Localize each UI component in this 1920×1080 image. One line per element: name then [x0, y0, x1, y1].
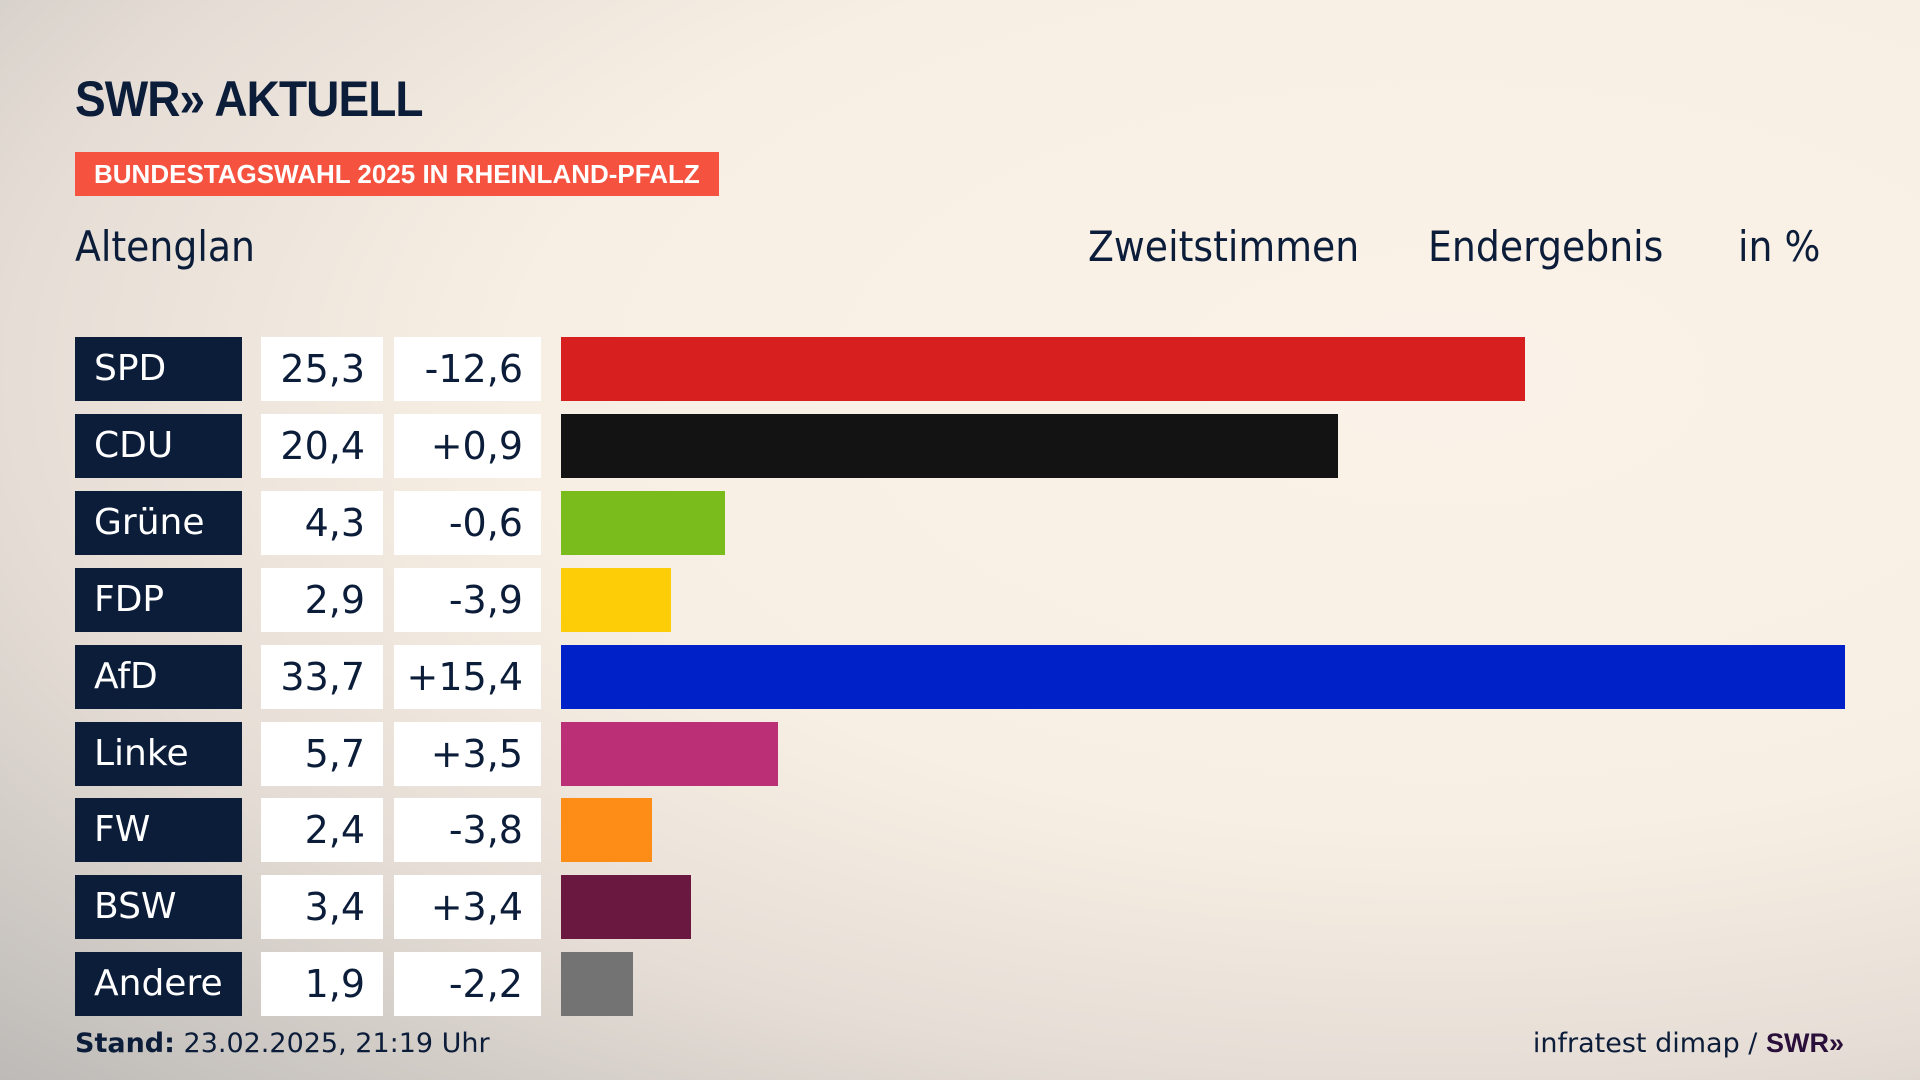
- vote-type-label: Zweitstimmen: [1088, 222, 1360, 271]
- party-value: 5,7: [261, 721, 383, 786]
- swr-logo: SWR»: [1765, 1028, 1844, 1058]
- source: infratest dimap / SWR»: [1533, 1028, 1844, 1059]
- party-bar: [561, 952, 634, 1017]
- source-text: infratest dimap /: [1532, 1028, 1766, 1059]
- party-value: 2,9: [261, 567, 383, 632]
- party-diff: +3,4: [394, 875, 541, 940]
- party-bar: [561, 337, 1525, 401]
- timestamp: Stand: 23.02.2025, 21:19 Uhr: [75, 1028, 490, 1059]
- party-row: AfD 33,7 +15,4: [75, 644, 1875, 709]
- party-value: 25,3: [261, 337, 383, 401]
- result-type-label: Endergebnis: [1428, 222, 1664, 271]
- party-name: FW: [75, 798, 242, 863]
- party-bar: [561, 413, 1339, 478]
- party-row: FDP 2,9 -3,9: [75, 567, 1875, 632]
- party-diff: -2,2: [394, 952, 541, 1017]
- party-name: SPD: [75, 337, 242, 401]
- party-row: Linke 5,7 +3,5: [75, 721, 1875, 786]
- location-title: Altenglan: [75, 222, 256, 271]
- party-value: 4,3: [261, 490, 383, 555]
- party-row: BSW 3,4 +3,4: [75, 875, 1875, 940]
- party-bar: [561, 798, 653, 863]
- party-name: AfD: [75, 644, 242, 709]
- party-name: BSW: [75, 875, 242, 940]
- party-bar: [561, 875, 691, 940]
- party-name: Linke: [75, 721, 242, 786]
- party-diff: -12,6: [394, 337, 541, 401]
- party-diff: -0,6: [394, 490, 541, 555]
- party-value: 33,7: [261, 644, 383, 709]
- party-diff: -3,9: [394, 567, 541, 632]
- party-row: FW 2,4 -3,8: [75, 798, 1875, 863]
- party-row: SPD 25,3 -12,6: [75, 337, 1875, 401]
- party-name: Andere: [75, 952, 242, 1017]
- party-name: Grüne: [75, 490, 242, 555]
- unit-label: in %: [1738, 222, 1821, 271]
- party-value: 3,4: [261, 875, 383, 940]
- party-name: FDP: [75, 567, 242, 632]
- stand-value: 23.02.2025, 21:19 Uhr: [183, 1028, 490, 1059]
- party-diff: -3,8: [394, 798, 541, 863]
- party-diff: +0,9: [394, 413, 541, 478]
- party-bar: [561, 721, 779, 786]
- party-value: 1,9: [261, 952, 383, 1017]
- stand-label: Stand:: [75, 1028, 175, 1059]
- party-name: CDU: [75, 413, 242, 478]
- party-value: 2,4: [261, 798, 383, 863]
- party-bar: [561, 644, 1845, 709]
- party-row: Andere 1,9 -2,2: [75, 952, 1875, 1017]
- party-value: 20,4: [261, 413, 383, 478]
- election-banner: BUNDESTAGSWAHL 2025 IN RHEINLAND-PFALZ: [75, 152, 719, 196]
- party-row: CDU 20,4 +0,9: [75, 413, 1875, 478]
- party-diff: +15,4: [394, 644, 541, 709]
- party-diff: +3,5: [394, 721, 541, 786]
- party-row: Grüne 4,3 -0,6: [75, 490, 1875, 555]
- swr-aktuell-logo: SWR» AKTUELL: [75, 71, 423, 127]
- party-bar: [561, 490, 725, 555]
- party-bar: [561, 567, 672, 632]
